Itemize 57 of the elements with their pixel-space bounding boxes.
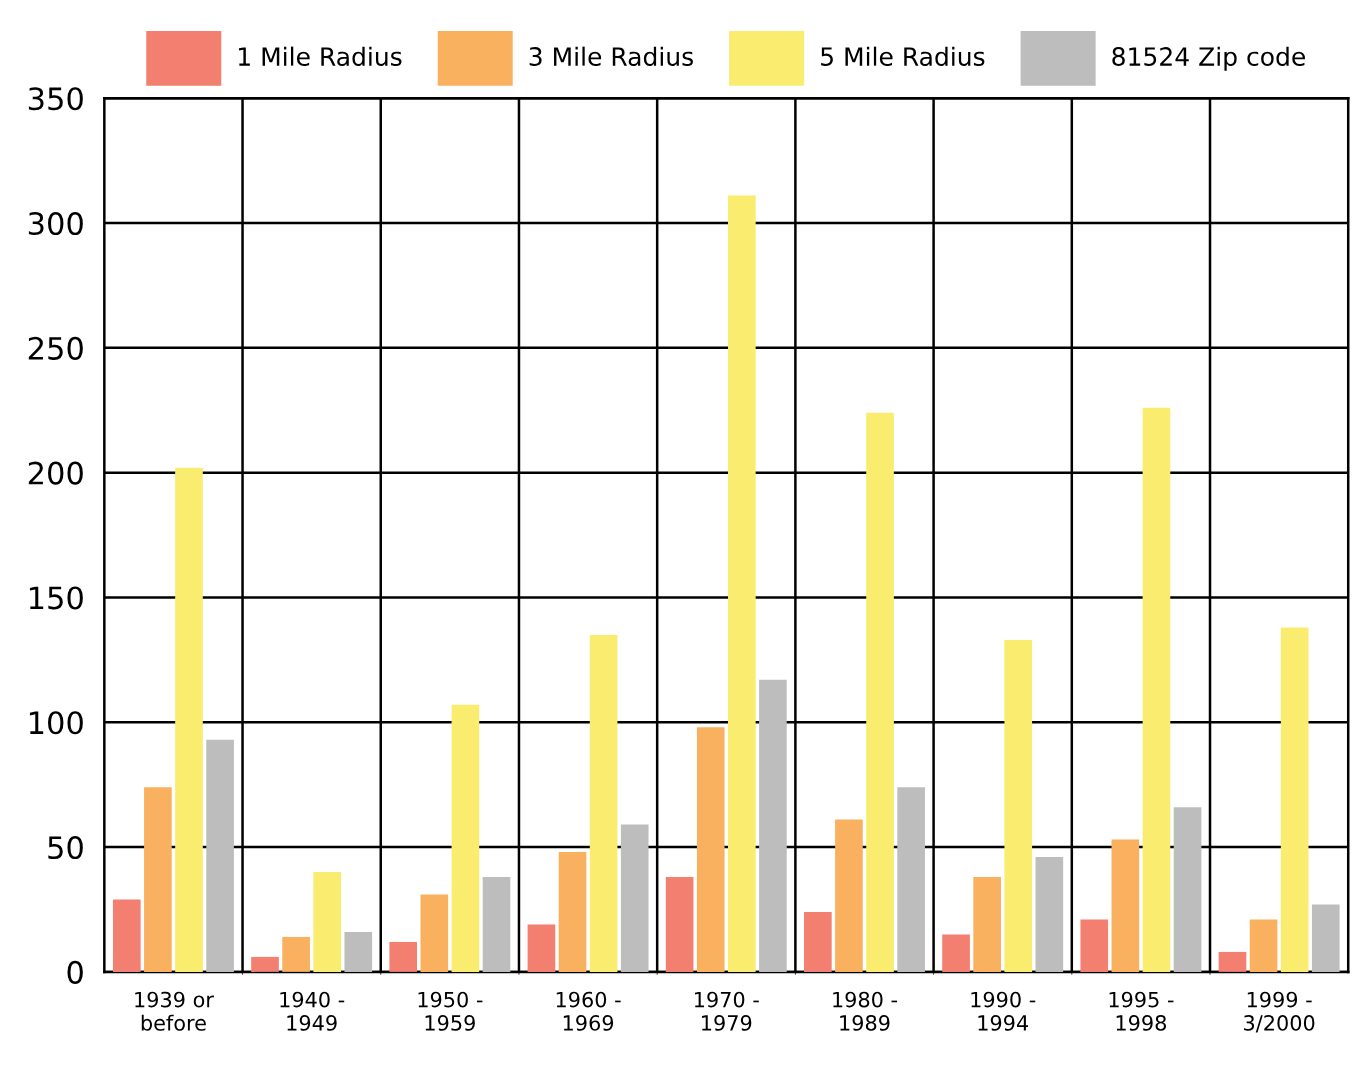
x-tick-label: 1939 or before [135,991,214,1031]
y-tick-label: 250 [28,336,83,360]
bar [112,899,141,972]
bar [451,704,480,972]
x-tick-label: 1970 - 1979 [694,991,759,1031]
y-tick-label: 300 [28,211,83,236]
x-tick-label: 1999 - 3/2000 [1244,991,1315,1033]
y-tick-label: 0 [67,960,83,984]
bar [389,941,418,972]
legend-label: 3 Mile Radius [529,46,693,66]
bar [835,819,863,972]
bar [804,911,832,972]
legend-label: 81524 Zip code [1112,46,1305,71]
x-tick-label: 1960 - 1969 [556,991,621,1031]
bar [482,877,511,972]
bar [728,195,756,972]
bar [558,852,587,972]
bar [620,824,649,972]
bar [144,787,172,972]
bar [175,467,203,972]
bar [1035,857,1064,972]
bar [1111,839,1140,972]
x-tick-label: 1995 - 1998 [1109,991,1174,1031]
bar [696,727,725,972]
x-tick-label: 1940 - 1949 [280,991,345,1031]
bar [897,787,925,972]
bar [206,739,234,972]
bar [527,924,556,972]
bar [1218,951,1247,972]
y-tick-label: 50 [48,836,83,860]
bar [1311,904,1340,972]
bar [1142,407,1171,972]
bar [942,934,970,972]
bar [973,877,1001,972]
bar [313,872,342,972]
bar [1280,627,1309,972]
bar [420,894,449,972]
bar [759,679,787,972]
bar [1249,919,1278,972]
y-tick-label: 150 [29,586,83,610]
bar [1173,807,1202,972]
x-tick-label: 1980 - 1989 [833,991,898,1031]
bar [344,931,373,972]
bar [282,936,310,972]
x-tick-label: 1990 - 1994 [971,991,1036,1031]
legend-label: 5 Mile Radius [821,46,985,66]
bar [251,956,279,972]
y-tick-label: 200 [28,461,83,485]
legend-label: 1 Mile Radius [239,46,402,66]
x-tick-label: 1950 - 1959 [418,991,483,1031]
y-tick-label: 350 [28,87,83,111]
bar [1080,919,1109,972]
bar [1004,639,1033,972]
bar [665,877,694,972]
bar [866,412,894,972]
y-tick-label: 100 [29,711,83,735]
bar [589,634,618,972]
